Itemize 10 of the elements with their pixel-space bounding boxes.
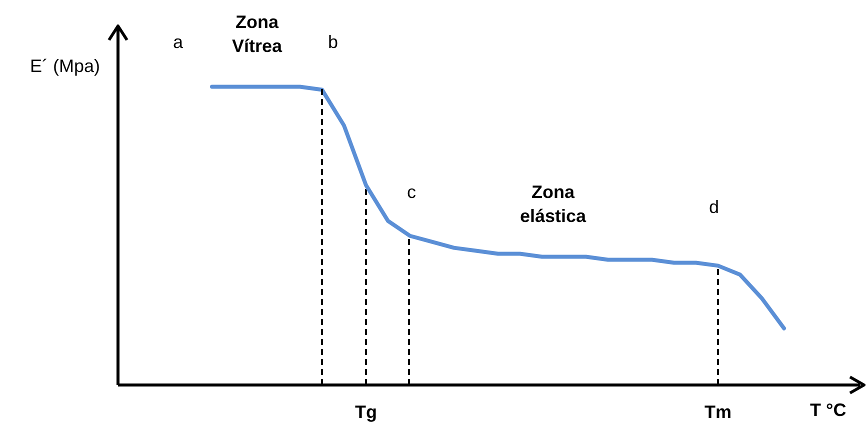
x-tick-label: Tg	[355, 402, 377, 422]
annotation: d	[709, 196, 720, 219]
text: Zona Vítrea	[232, 11, 282, 58]
y-axis-title: E´ (Mpa)	[30, 56, 100, 77]
text: b	[328, 31, 338, 54]
x-axis-title: T °C	[810, 400, 846, 421]
text: a	[173, 31, 184, 54]
x-tick-label: Tm	[704, 402, 732, 422]
annotation: c	[407, 181, 416, 204]
annotation: Zona elástica	[520, 181, 586, 228]
